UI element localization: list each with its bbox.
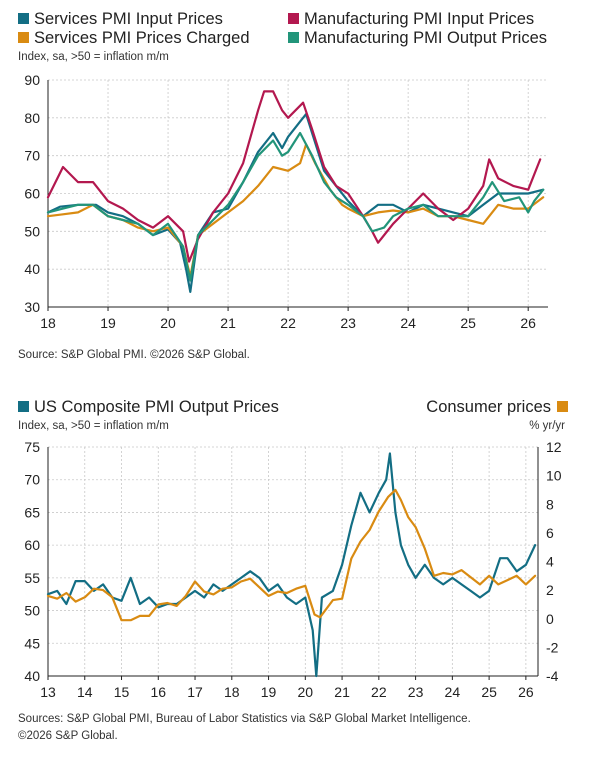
bottom-x-tick-label: 20 (298, 684, 314, 700)
bottom-right-axis-unit: % yr/yr (529, 420, 565, 432)
top-chart: Services PMI Input Prices Services PMI P… (18, 10, 548, 361)
bottom-x-tick-label: 16 (150, 684, 166, 700)
top-x-tick-label: 25 (460, 315, 476, 331)
top-x-tick-label: 26 (520, 315, 536, 331)
bottom-y-tick-label: 65 (24, 504, 40, 520)
bottom-x-tick-label: 21 (334, 684, 350, 700)
top-y-tick-label: 80 (24, 110, 40, 126)
bottom-x-tick-label: 24 (445, 684, 461, 700)
top-series-line-manufacturing-pmi-output-prices (46, 131, 545, 282)
top-legend-label-services-charged: Services PMI Prices Charged (34, 29, 250, 47)
bottom-source-line-1: Sources: S&P Global PMI, Bureau of Labor… (18, 713, 471, 725)
top-subtitle: Index, sa, >50 = inflation m/m (18, 51, 169, 63)
bottom-y-tick-label: 45 (24, 635, 40, 651)
bottom-y2-tick-label: 4 (546, 554, 554, 570)
bottom-legend-label-consumer: Consumer prices (426, 398, 551, 416)
bottom-legend-swatch-composite (18, 401, 29, 412)
top-legend-label-manufacturing-output: Manufacturing PMI Output Prices (304, 29, 547, 47)
bottom-y2-tick-label: 12 (546, 439, 562, 455)
top-x-tick-label: 18 (40, 315, 56, 331)
top-legend-swatch-manufacturing-input (288, 13, 299, 24)
bottom-y2-tick-label: 8 (546, 496, 554, 512)
top-x-tick-label: 21 (220, 315, 236, 331)
top-y-tick-label: 40 (24, 261, 40, 277)
bottom-series-line-us-composite-pmi-output-prices (46, 452, 537, 678)
bottom-x-tick-label: 22 (371, 684, 387, 700)
bottom-y-tick-label: 75 (24, 439, 40, 455)
bottom-y-tick-label: 70 (24, 472, 40, 488)
top-x-tick-label: 20 (160, 315, 176, 331)
bottom-x-tick-label: 14 (77, 684, 93, 700)
bottom-series-line-consumer-prices (46, 488, 537, 622)
bottom-x-tick-label: 18 (224, 684, 240, 700)
bottom-x-tick-label: 23 (408, 684, 424, 700)
top-y-tick-label: 70 (24, 148, 40, 164)
bottom-y-tick-label: 55 (24, 570, 40, 586)
bottom-legend-label-composite: US Composite PMI Output Prices (34, 398, 279, 416)
top-plot-area: 30 40 50 60 70 80 90 18 19 20 21 22 23 24 25 26 (24, 72, 548, 331)
top-x-tick-label: 19 (100, 315, 116, 331)
bottom-y2-tick-label: -4 (546, 668, 559, 684)
bottom-subtitle: Index, sa, >50 = inflation m/m (18, 420, 169, 432)
bottom-legend: US Composite PMI Output Prices Consumer … (18, 398, 568, 416)
top-series-line-manufacturing-pmi-input-prices (46, 90, 542, 263)
top-x-tick-label: 22 (280, 315, 296, 331)
bottom-y2-tick-label: 2 (546, 582, 554, 598)
top-source: Source: S&P Global PMI. ©2026 S&P Global… (18, 349, 250, 361)
bottom-y-tick-label: 40 (24, 668, 40, 684)
bottom-y-tick-label: 60 (24, 537, 40, 553)
top-legend-swatch-services-input (18, 13, 29, 24)
top-y-tick-label: 50 (24, 223, 40, 239)
bottom-y2-tick-label: 6 (546, 525, 554, 541)
top-y-tick-label: 30 (24, 299, 40, 315)
top-legend: Services PMI Input Prices Services PMI P… (18, 10, 547, 47)
bottom-x-tick-label: 15 (114, 684, 130, 700)
bottom-source-line-2: ©2026 S&P Global. (18, 730, 118, 742)
top-legend-label-manufacturing-input: Manufacturing PMI Input Prices (304, 10, 534, 28)
bottom-legend-swatch-consumer (557, 401, 568, 412)
bottom-x-tick-label: 13 (40, 684, 56, 700)
top-legend-label-services-input: Services PMI Input Prices (34, 10, 223, 28)
bottom-x-tick-label: 26 (518, 684, 534, 700)
bottom-chart: US Composite PMI Output Prices Consumer … (18, 398, 568, 742)
top-y-tick-label: 60 (24, 186, 40, 202)
bottom-y-tick-label: 50 (24, 603, 40, 619)
bottom-y2-tick-label: 10 (546, 468, 562, 484)
bottom-x-tick-label: 17 (187, 684, 203, 700)
bottom-y2-tick-label: 0 (546, 611, 554, 627)
top-legend-swatch-manufacturing-output (288, 32, 299, 43)
top-series-line-services-pmi-prices-charged (46, 143, 545, 278)
top-y-tick-label: 90 (24, 72, 40, 88)
top-x-tick-label: 23 (340, 315, 356, 331)
top-legend-swatch-services-charged (18, 32, 29, 43)
top-x-tick-label: 24 (400, 315, 416, 331)
bottom-x-tick-label: 19 (261, 684, 277, 700)
bottom-y2-tick-label: -2 (546, 639, 559, 655)
bottom-x-tick-label: 25 (481, 684, 497, 700)
